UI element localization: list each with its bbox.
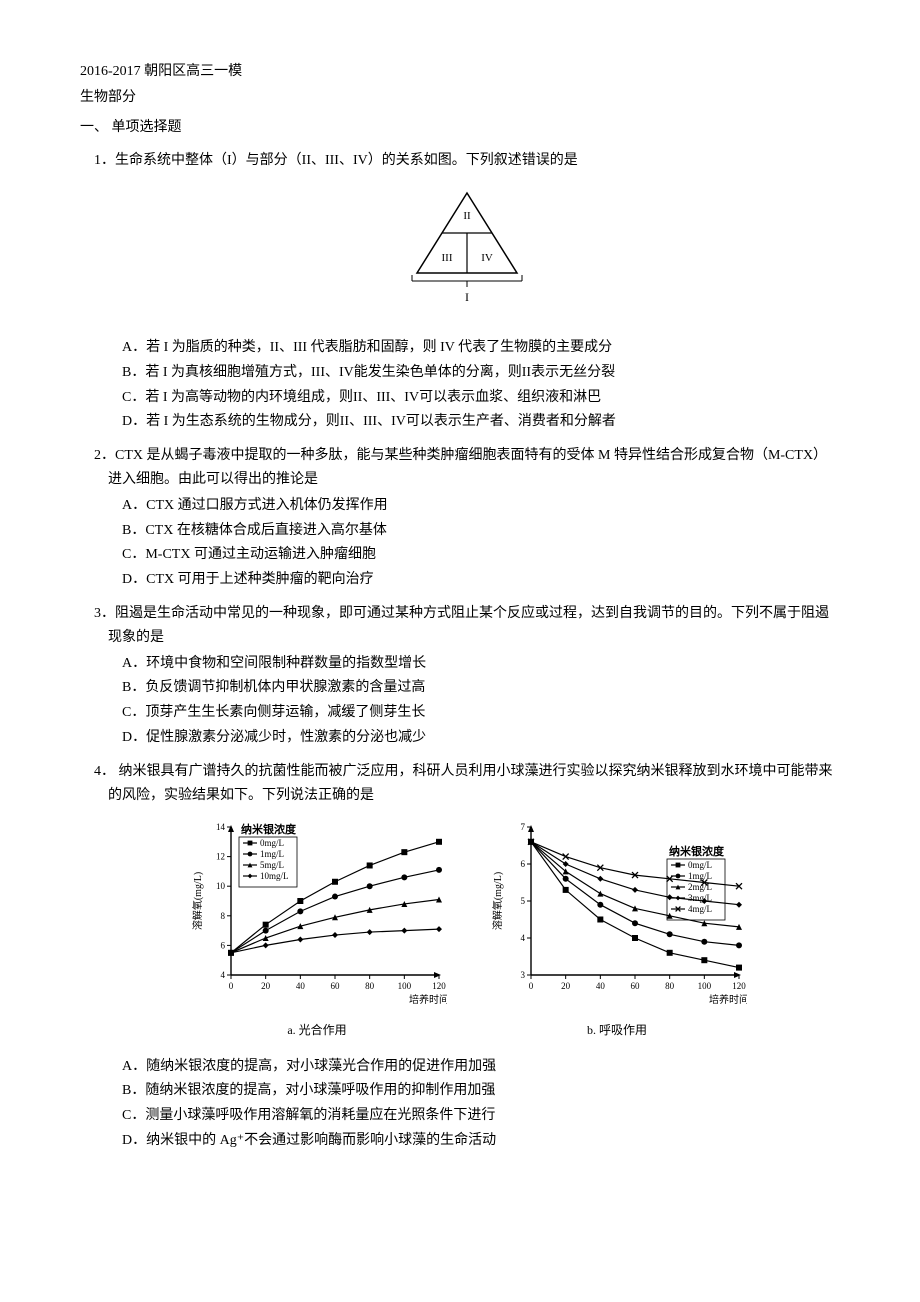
svg-text:12: 12 — [216, 852, 225, 862]
svg-text:40: 40 — [296, 981, 306, 991]
q3-stem-text: 阻遏是生命活动中常见的一种现象，即可通过某种方式阻止某个反应或过程，达到自我调节… — [108, 606, 829, 645]
svg-text:3: 3 — [521, 970, 526, 980]
svg-text:2mg/L: 2mg/L — [688, 882, 712, 892]
q2-stem: 2．CTX 是从蝎子毒液中提取的一种多肽，能与某些种类肿瘤细胞表面特有的受体 M… — [94, 444, 840, 492]
q1-opt-b: B．若 I 为真核细胞增殖方式，III、IV能发生染色单体的分离，则II表示无丝… — [122, 361, 840, 385]
doc-title-2: 生物部分 — [80, 86, 840, 110]
q2-opt-c: C．M-CTX 可通过主动运输进入肿瘤细胞 — [122, 543, 840, 567]
respiration-chart: 3 4 5 6 7 0 20 40 60 80 100 120 培养时间(min) 溶解氧(mg/L) 纳米… — [487, 819, 747, 1009]
q4-stem-text: 纳米银具有广谱持久的抗菌性能而被广泛应用，科研人员利用小球藻进行实验以探究纳米银… — [108, 764, 833, 803]
q3-options: A．环境中食物和空间限制种群数量的指数型增长 B．负反馈调节抑制机体内甲状腺激素… — [94, 652, 840, 750]
q2-stem-text: CTX 是从蝎子毒液中提取的一种多肽，能与某些种类肿瘤细胞表面特有的受体 M 特… — [108, 448, 827, 487]
svg-text:60: 60 — [331, 981, 341, 991]
svg-text:80: 80 — [365, 981, 375, 991]
question-2: 2．CTX 是从蝎子毒液中提取的一种多肽，能与某些种类肿瘤细胞表面特有的受体 M… — [80, 444, 840, 592]
q2-options: A．CTX 通过口服方式进入机体仍发挥作用 B．CTX 在核糖体合成后直接进入高… — [94, 494, 840, 592]
q4-chart-b-wrap: 3 4 5 6 7 0 20 40 60 80 100 120 培养时间(min) 溶解氧(mg/L) 纳米… — [487, 819, 747, 1040]
svg-text:5mg/L: 5mg/L — [260, 860, 284, 870]
svg-text:6: 6 — [521, 859, 526, 869]
svg-text:培养时间(min): 培养时间(min) — [409, 993, 447, 1006]
svg-text:II: II — [463, 210, 471, 222]
svg-text:4mg/L: 4mg/L — [688, 904, 712, 914]
svg-text:100: 100 — [698, 981, 712, 991]
svg-text:7: 7 — [521, 822, 526, 832]
svg-text:100: 100 — [398, 981, 412, 991]
q3-opt-c: C．顶芽产生生长素向侧芽运输，减缓了侧芽生长 — [122, 701, 840, 725]
q3-opt-a: A．环境中食物和空间限制种群数量的指数型增长 — [122, 652, 840, 676]
question-1: 1．生命系统中整体（I）与部分（II、III、IV）的关系如图。下列叙述错误的是… — [80, 149, 840, 434]
q4-opt-c: C．测量小球藻呼吸作用溶解氧的消耗量应在光照条件下进行 — [122, 1104, 840, 1128]
svg-text:溶解氧(mg/L): 溶解氧(mg/L) — [491, 872, 504, 930]
q3-opt-d: D．促性腺激素分泌减少时，性激素的分泌也减少 — [122, 726, 840, 750]
question-3: 3．阻遏是生命活动中常见的一种现象，即可通过某种方式阻止某个反应或过程，达到自我… — [80, 602, 840, 750]
svg-text:3mg/L: 3mg/L — [688, 893, 712, 903]
q4-opt-a: A．随纳米银浓度的提高，对小球藻光合作用的促进作用加强 — [122, 1055, 840, 1079]
q1-opt-a: A．若 I 为脂质的种类，II、III 代表脂肪和固醇，则 IV 代表了生物膜的… — [122, 336, 840, 360]
svg-text:0mg/L: 0mg/L — [260, 838, 284, 848]
q3-number: 3． — [94, 606, 115, 621]
q2-opt-a: A．CTX 通过口服方式进入机体仍发挥作用 — [122, 494, 840, 518]
section-heading: 一、 单项选择题 — [80, 116, 840, 140]
q3-opt-b: B．负反馈调节抑制机体内甲状腺激素的含量过高 — [122, 676, 840, 700]
svg-text:1mg/L: 1mg/L — [260, 849, 284, 859]
svg-text:6: 6 — [221, 941, 226, 951]
svg-text:纳米银浓度: 纳米银浓度 — [241, 822, 297, 836]
svg-text:20: 20 — [261, 981, 271, 991]
q1-number: 1． — [94, 153, 115, 168]
q4-number: 4． — [94, 764, 115, 779]
svg-text:III: III — [442, 252, 453, 264]
svg-text:80: 80 — [665, 981, 675, 991]
svg-text:8: 8 — [221, 911, 226, 921]
svg-text:0: 0 — [229, 981, 234, 991]
svg-text:溶解氧(mg/L): 溶解氧(mg/L) — [191, 872, 204, 930]
q4-figures: 468101214020406080100120培养时间(min)溶解氧(mg/… — [94, 819, 840, 1040]
q4-chart-a-wrap: 4 6 8 10 12 14 0 20 40 60 80 100 120 培养时间(min) 溶解氧(mg/… — [187, 819, 447, 1040]
svg-text:4: 4 — [221, 970, 226, 980]
svg-text:60: 60 — [631, 981, 641, 991]
svg-text:10: 10 — [216, 882, 226, 892]
q3-stem: 3．阻遏是生命活动中常见的一种现象，即可通过某种方式阻止某个反应或过程，达到自我… — [94, 602, 840, 650]
svg-text:IV: IV — [481, 252, 493, 264]
q4-opt-b: B．随纳米银浓度的提高，对小球藻呼吸作用的抑制作用加强 — [122, 1079, 840, 1103]
doc-title-1: 2016-2017 朝阳区高三一模 — [80, 60, 840, 84]
q2-opt-d: D．CTX 可用于上述种类肿瘤的靶向治疗 — [122, 568, 840, 592]
svg-text:10mg/L: 10mg/L — [260, 871, 289, 881]
q2-opt-b: B．CTX 在核糖体合成后直接进入高尔基体 — [122, 519, 840, 543]
svg-text:纳米银浓度: 纳米银浓度 — [669, 844, 725, 858]
q4-options: A．随纳米银浓度的提高，对小球藻光合作用的促进作用加强 B．随纳米银浓度的提高，… — [94, 1055, 840, 1153]
svg-text:I: I — [465, 290, 469, 304]
svg-text:20: 20 — [561, 981, 571, 991]
q1-opt-c: C．若 I 为高等动物的内环境组成，则II、III、IV可以表示血浆、组织液和淋… — [122, 386, 840, 410]
chart-a-caption: a. 光合作用 — [187, 1020, 447, 1040]
q2-number: 2． — [94, 448, 115, 463]
photosynthesis-chart: 4 6 8 10 12 14 0 20 40 60 80 100 120 培养时间(min) 溶解氧(mg/… — [187, 819, 447, 1009]
svg-text:0: 0 — [529, 981, 534, 991]
svg-text:0mg/L: 0mg/L — [688, 860, 712, 870]
svg-text:14: 14 — [216, 822, 226, 832]
svg-text:1mg/L: 1mg/L — [688, 871, 712, 881]
q1-stem: 1．生命系统中整体（I）与部分（II、III、IV）的关系如图。下列叙述错误的是 — [94, 149, 840, 173]
q1-figure: IIIIIIVI — [94, 183, 840, 322]
svg-text:120: 120 — [432, 981, 446, 991]
question-4: 4． 纳米银具有广谱持久的抗菌性能而被广泛应用，科研人员利用小球藻进行实验以探究… — [80, 760, 840, 1153]
chart-b-caption: b. 呼吸作用 — [487, 1020, 747, 1040]
svg-text:4: 4 — [521, 933, 526, 943]
q1-options: A．若 I 为脂质的种类，II、III 代表脂肪和固醇，则 IV 代表了生物膜的… — [94, 336, 840, 434]
q4-stem: 4． 纳米银具有广谱持久的抗菌性能而被广泛应用，科研人员利用小球藻进行实验以探究… — [94, 760, 840, 808]
svg-text:5: 5 — [521, 896, 526, 906]
q1-opt-d: D．若 I 为生态系统的生物成分，则II、III、IV可以表示生产者、消费者和分… — [122, 410, 840, 434]
svg-text:培养时间(min): 培养时间(min) — [709, 993, 747, 1006]
q4-opt-d: D．纳米银中的 Ag⁺不会通过影响酶而影响小球藻的生命活动 — [122, 1129, 840, 1153]
q1-stem-text: 生命系统中整体（I）与部分（II、III、IV）的关系如图。下列叙述错误的是 — [115, 153, 578, 168]
svg-text:40: 40 — [596, 981, 606, 991]
svg-text:120: 120 — [732, 981, 746, 991]
triangle-diagram: IIIIIIVI — [397, 183, 537, 313]
